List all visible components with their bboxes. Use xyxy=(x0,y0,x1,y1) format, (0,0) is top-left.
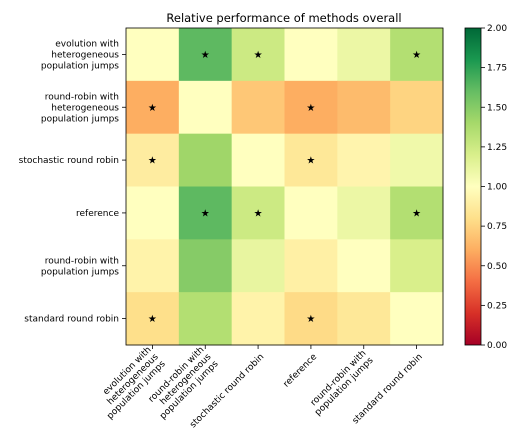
significance-star: ★ xyxy=(254,208,263,219)
heatmap-cell xyxy=(337,292,391,346)
heatmap-cell xyxy=(231,28,285,82)
heatmap-cell xyxy=(284,292,338,346)
significance-star: ★ xyxy=(148,314,157,325)
significance-star: ★ xyxy=(412,50,421,61)
colorbar-tick-label: 0.50 xyxy=(487,262,507,272)
heatmap-cell xyxy=(284,239,338,293)
plot-frame xyxy=(125,27,444,346)
row-label: evolution with heterogeneous population ju… xyxy=(41,39,119,71)
significance-star: ★ xyxy=(306,103,315,114)
row-label: round-robin with population jumps xyxy=(41,256,119,277)
row-label: stochastic round robin xyxy=(19,156,119,166)
heatmap-cell xyxy=(337,239,391,293)
heatmap-cell xyxy=(178,133,233,187)
heatmap-cell xyxy=(178,186,233,240)
heatmap-cell xyxy=(231,239,285,293)
heatmap-cell xyxy=(284,186,338,240)
heatmap-cell xyxy=(284,133,338,187)
colorbar-tick-label: 0.25 xyxy=(487,301,507,311)
significance-star: ★ xyxy=(412,208,421,219)
heatmap-stars: ★ ★ ★ ★ ★ ★ ★ ★ ★ ★ ★ ★ xyxy=(148,50,421,325)
heatmap-cell xyxy=(126,133,180,187)
heatmap-cell xyxy=(231,133,285,187)
heatmap-cell xyxy=(284,80,338,135)
column-label: reference xyxy=(282,352,320,390)
heatmap-cell xyxy=(337,28,391,82)
heatmap-cell xyxy=(390,239,444,293)
significance-star: ★ xyxy=(306,314,315,325)
row-label: round-robin with heterogeneous population … xyxy=(41,92,119,124)
colorbar-tick-label: 1.50 xyxy=(487,103,507,113)
significance-star: ★ xyxy=(201,50,210,61)
heatmap-cell xyxy=(390,28,444,82)
heatmap-cell xyxy=(178,28,233,82)
column-label: evolution withheterogeneouspopulation ju… xyxy=(91,345,168,422)
heatmap-cell xyxy=(284,28,338,82)
row-label: reference xyxy=(76,209,119,219)
colorbar-tick-label: 2.00 xyxy=(487,24,507,34)
heatmap-cell xyxy=(126,80,180,135)
colorbar-tick-label: 0.75 xyxy=(487,222,507,232)
significance-star: ★ xyxy=(306,156,315,167)
heatmap-cell xyxy=(178,239,233,293)
colorbar-ticks: 0.00 0.25 0.50 0.75 1.00 1.25 1.50 1.75 2.00 xyxy=(481,24,507,351)
heatmap-cell xyxy=(126,239,180,293)
colorbar xyxy=(464,27,482,346)
heatmap-cell xyxy=(390,186,444,240)
heatmap-cell xyxy=(178,80,233,135)
colorbar-tick-label: 1.00 xyxy=(487,183,507,193)
heatmap-cell xyxy=(126,186,180,240)
significance-star: ★ xyxy=(148,156,157,167)
heatmap-cell xyxy=(390,80,444,135)
heatmap-cells xyxy=(126,28,444,346)
heatmap-cell xyxy=(178,292,233,346)
heatmap-cell xyxy=(231,80,285,135)
column-labels: evolution withheterogeneouspopulation ju… xyxy=(91,345,425,430)
row-labels: evolution with heterogeneous population ju… xyxy=(19,39,126,325)
colorbar-tick-label: 1.75 xyxy=(487,64,507,74)
heatmap-cell xyxy=(231,186,285,240)
heatmap-cell xyxy=(126,28,180,82)
heatmap-cell xyxy=(390,292,444,346)
heatmap-cell xyxy=(337,133,391,187)
colorbar-tick-label: 0.00 xyxy=(487,341,507,351)
chart-title: Relative performance of methods overall xyxy=(166,11,401,25)
significance-star: ★ xyxy=(148,103,157,114)
heatmap-cell xyxy=(390,133,444,187)
row-label: standard round robin xyxy=(24,315,119,325)
heatmap-cell xyxy=(337,80,391,135)
significance-star: ★ xyxy=(254,50,263,61)
heatmap-cell xyxy=(337,186,391,240)
colorbar-tick-label: 1.25 xyxy=(487,143,507,153)
heatmap-cell xyxy=(231,292,285,346)
significance-star: ★ xyxy=(201,208,210,219)
heatmap-cell xyxy=(126,292,180,346)
